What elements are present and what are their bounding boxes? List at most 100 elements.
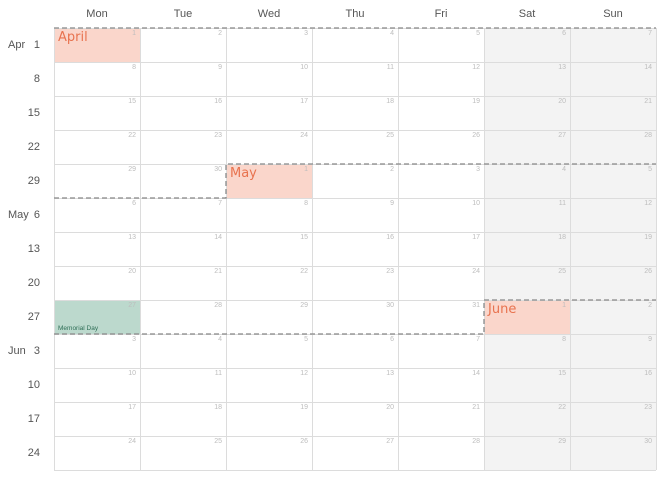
day-cell[interactable]: 12	[398, 62, 484, 96]
day-cell[interactable]: 21	[570, 96, 656, 130]
day-cell[interactable]: 20	[54, 266, 140, 300]
day-cell[interactable]: 2	[312, 164, 398, 198]
day-cell[interactable]: 23	[140, 130, 226, 164]
day-cell[interactable]: 2	[140, 28, 226, 62]
day-cell[interactable]: 3	[226, 28, 312, 62]
day-cell[interactable]: 7	[140, 198, 226, 232]
day-cell[interactable]: 30	[312, 300, 398, 334]
day-number: 19	[644, 234, 652, 241]
day-cell[interactable]: 26	[570, 266, 656, 300]
day-cell[interactable]: 10	[54, 368, 140, 402]
day-cell[interactable]: 3	[54, 334, 140, 368]
day-cell[interactable]: 11	[312, 62, 398, 96]
day-cell[interactable]: 5	[570, 164, 656, 198]
day-cell[interactable]: 6	[484, 28, 570, 62]
day-cell[interactable]: 30	[570, 436, 656, 470]
day-cell[interactable]: 7	[398, 334, 484, 368]
day-cell[interactable]: 21	[140, 266, 226, 300]
day-cell[interactable]: 5	[226, 334, 312, 368]
day-cell[interactable]: 11	[484, 198, 570, 232]
day-cell[interactable]: 21	[398, 402, 484, 436]
day-number: 26	[300, 438, 308, 445]
day-cell[interactable]: 15	[484, 368, 570, 402]
day-cell[interactable]: 6	[54, 198, 140, 232]
day-cell[interactable]: 13	[54, 232, 140, 266]
day-cell[interactable]: 23	[312, 266, 398, 300]
grid-row-line	[54, 232, 656, 233]
day-cell[interactable]: 17	[226, 96, 312, 130]
day-cell[interactable]: 5	[398, 28, 484, 62]
day-cell[interactable]: 13	[484, 62, 570, 96]
day-cell[interactable]: 9	[570, 334, 656, 368]
day-cell[interactable]: 16	[312, 232, 398, 266]
day-cell[interactable]: 4	[484, 164, 570, 198]
day-cell[interactable]: 13	[312, 368, 398, 402]
day-cell[interactable]: 8	[226, 198, 312, 232]
day-cell[interactable]: 28	[140, 300, 226, 334]
day-cell[interactable]: 3	[398, 164, 484, 198]
day-cell[interactable]: 25	[484, 266, 570, 300]
day-number: 24	[472, 268, 480, 275]
day-cell[interactable]: 26	[226, 436, 312, 470]
day-cell[interactable]: 18	[484, 232, 570, 266]
day-cell[interactable]: 27	[484, 130, 570, 164]
day-cell[interactable]: 17	[398, 232, 484, 266]
day-cell[interactable]: 22	[54, 130, 140, 164]
day-cell[interactable]: 6	[312, 334, 398, 368]
day-cell[interactable]: 26	[398, 130, 484, 164]
day-cell[interactable]: 29	[484, 436, 570, 470]
day-cell[interactable]: 8	[54, 62, 140, 96]
day-cell[interactable]: 4	[140, 334, 226, 368]
grid-row-line	[54, 368, 656, 369]
week-label-day: 22	[27, 141, 40, 153]
day-cell[interactable]: 25	[140, 436, 226, 470]
day-cell[interactable]: 27	[312, 436, 398, 470]
day-cell[interactable]: 16	[140, 96, 226, 130]
day-cell[interactable]: 1	[484, 300, 570, 334]
day-cell[interactable]: 18	[312, 96, 398, 130]
day-cell[interactable]: 16	[570, 368, 656, 402]
day-cell[interactable]: 27	[54, 300, 140, 334]
day-cell[interactable]: 9	[140, 62, 226, 96]
day-cell[interactable]: 14	[140, 232, 226, 266]
day-cell[interactable]: 20	[312, 402, 398, 436]
grid-column-line	[226, 28, 227, 470]
day-cell[interactable]: 28	[398, 436, 484, 470]
day-cell[interactable]: 8	[484, 334, 570, 368]
day-cell[interactable]: 15	[226, 232, 312, 266]
day-cell[interactable]: 29	[54, 164, 140, 198]
day-cell[interactable]: 23	[570, 402, 656, 436]
day-cell[interactable]: 9	[312, 198, 398, 232]
day-cell[interactable]: 31	[398, 300, 484, 334]
day-cell[interactable]: 20	[484, 96, 570, 130]
day-cell[interactable]: 18	[140, 402, 226, 436]
day-cell[interactable]: 30	[140, 164, 226, 198]
day-cell[interactable]: 14	[570, 62, 656, 96]
day-cell[interactable]: 25	[312, 130, 398, 164]
day-cell[interactable]: 28	[570, 130, 656, 164]
day-cell[interactable]: 17	[54, 402, 140, 436]
day-cell[interactable]: 22	[226, 266, 312, 300]
day-cell[interactable]: 12	[226, 368, 312, 402]
day-cell[interactable]: 2	[570, 300, 656, 334]
day-cell[interactable]: 1	[226, 164, 312, 198]
day-number: 13	[386, 370, 394, 377]
day-cell[interactable]: 7	[570, 28, 656, 62]
day-cell[interactable]: 4	[312, 28, 398, 62]
day-cell[interactable]: 19	[398, 96, 484, 130]
day-cell[interactable]: 24	[226, 130, 312, 164]
day-cell[interactable]: 1	[54, 28, 140, 62]
day-cell[interactable]: 15	[54, 96, 140, 130]
day-cell[interactable]: 11	[140, 368, 226, 402]
grid-row-line	[54, 402, 656, 403]
day-cell[interactable]: 14	[398, 368, 484, 402]
day-cell[interactable]: 10	[226, 62, 312, 96]
day-cell[interactable]: 10	[398, 198, 484, 232]
day-cell[interactable]: 19	[570, 232, 656, 266]
day-cell[interactable]: 29	[226, 300, 312, 334]
day-cell[interactable]: 19	[226, 402, 312, 436]
day-cell[interactable]: 12	[570, 198, 656, 232]
day-cell[interactable]: 22	[484, 402, 570, 436]
day-cell[interactable]: 24	[398, 266, 484, 300]
day-cell[interactable]: 24	[54, 436, 140, 470]
